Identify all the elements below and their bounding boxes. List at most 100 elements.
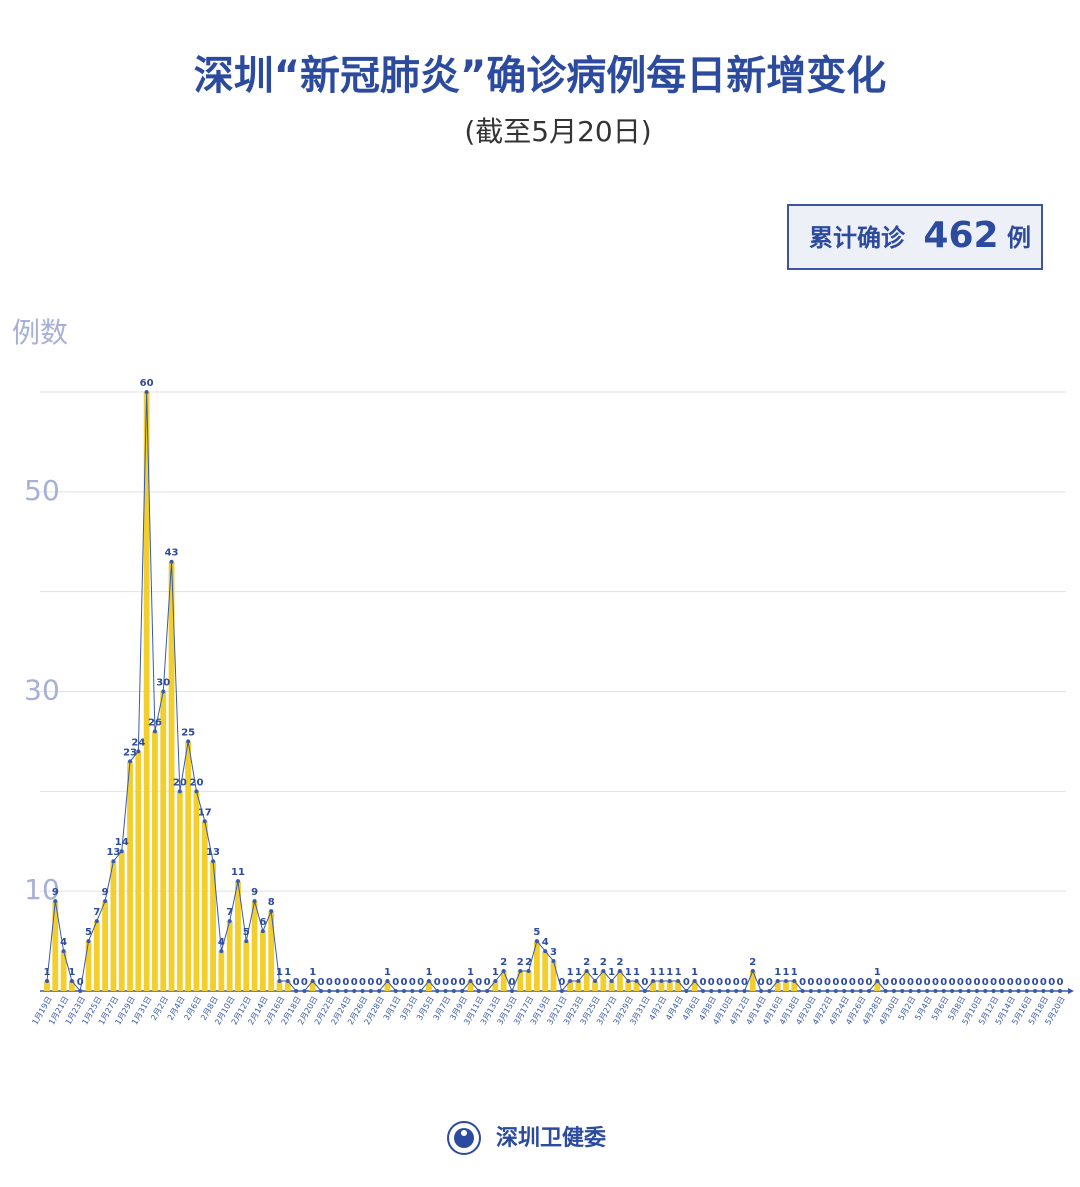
data-label: 0 [318, 977, 325, 988]
point [742, 989, 747, 993]
data-label: 0 [824, 977, 831, 988]
bar [235, 881, 241, 991]
point [343, 989, 348, 993]
bar [93, 921, 100, 991]
point [991, 989, 996, 993]
point [974, 989, 979, 993]
point [310, 979, 315, 984]
data-label: 0 [1057, 977, 1064, 988]
total-suffix: 例 [1007, 224, 1031, 252]
point [377, 989, 382, 993]
data-label: 0 [708, 977, 715, 988]
bar [550, 961, 557, 991]
data-label: 13 [106, 847, 120, 858]
data-label: 0 [334, 977, 341, 988]
data-label: 8 [268, 897, 275, 908]
point [700, 989, 705, 993]
point [916, 989, 921, 993]
point [194, 789, 199, 794]
data-label: 20 [189, 777, 203, 788]
data-label: 1 [44, 967, 51, 978]
bar [592, 981, 598, 991]
data-label: 13 [206, 847, 220, 858]
data-label: 0 [351, 977, 358, 988]
bar [226, 921, 233, 991]
bar [426, 981, 432, 991]
point [327, 989, 332, 993]
data-label: 0 [326, 977, 333, 988]
data-label: 0 [1007, 977, 1014, 988]
point [925, 989, 930, 993]
point [526, 969, 531, 974]
data-label: 1 [284, 967, 291, 978]
data-label: 1 [791, 967, 798, 978]
bar [143, 392, 150, 991]
data-label: 5 [85, 927, 92, 938]
point [410, 989, 415, 993]
bar [218, 951, 225, 991]
y-tick-label: 50 [24, 474, 60, 507]
point [933, 989, 938, 993]
data-label: 1 [567, 967, 574, 978]
data-label: 0 [915, 977, 922, 988]
data-label: 30 [156, 678, 170, 689]
data-label: 0 [417, 977, 424, 988]
point [883, 989, 888, 993]
bar [500, 971, 507, 991]
data-label: 1 [575, 967, 582, 978]
point [277, 979, 282, 984]
data-label: 4 [218, 937, 225, 948]
point [518, 969, 523, 974]
data-label: 0 [1048, 977, 1055, 988]
data-label: 2 [583, 957, 590, 968]
data-label: 0 [766, 977, 773, 988]
point [169, 559, 174, 564]
data-label: 1 [783, 967, 790, 978]
data-label: 0 [392, 977, 399, 988]
point [958, 989, 963, 993]
point [152, 729, 157, 734]
point [285, 979, 290, 984]
data-label: 5 [243, 927, 250, 938]
data-label: 1 [384, 967, 391, 978]
bar [384, 981, 391, 991]
data-label: 0 [724, 977, 731, 988]
point [460, 989, 465, 993]
bar [210, 861, 216, 991]
point [825, 989, 830, 993]
data-label: 1 [675, 967, 682, 978]
point [667, 979, 672, 984]
bar [575, 981, 582, 991]
point [634, 979, 639, 984]
data-label: 1 [592, 967, 599, 978]
bar [749, 971, 756, 991]
data-label: 1 [666, 967, 673, 978]
point [576, 979, 581, 984]
data-label: 0 [508, 977, 515, 988]
data-label: 60 [140, 378, 154, 389]
point [1049, 989, 1054, 993]
data-label: 2 [749, 957, 756, 968]
data-label: 1 [467, 967, 474, 978]
data-label: 6 [259, 917, 266, 928]
bar [309, 981, 316, 991]
bar [127, 761, 133, 991]
data-label: 0 [301, 977, 308, 988]
data-label: 2 [616, 957, 623, 968]
point [45, 979, 49, 984]
data-label: 0 [1032, 977, 1039, 988]
point [684, 989, 689, 993]
point [111, 859, 116, 864]
bar [691, 981, 698, 991]
point [908, 989, 913, 993]
bar [284, 981, 291, 991]
point [850, 989, 855, 993]
data-label: 0 [932, 977, 939, 988]
bar [160, 691, 167, 991]
point [867, 989, 872, 993]
point [858, 989, 863, 993]
data-label: 1 [691, 967, 698, 978]
point [252, 899, 257, 904]
point [509, 989, 514, 993]
source-logo [447, 1121, 481, 1155]
